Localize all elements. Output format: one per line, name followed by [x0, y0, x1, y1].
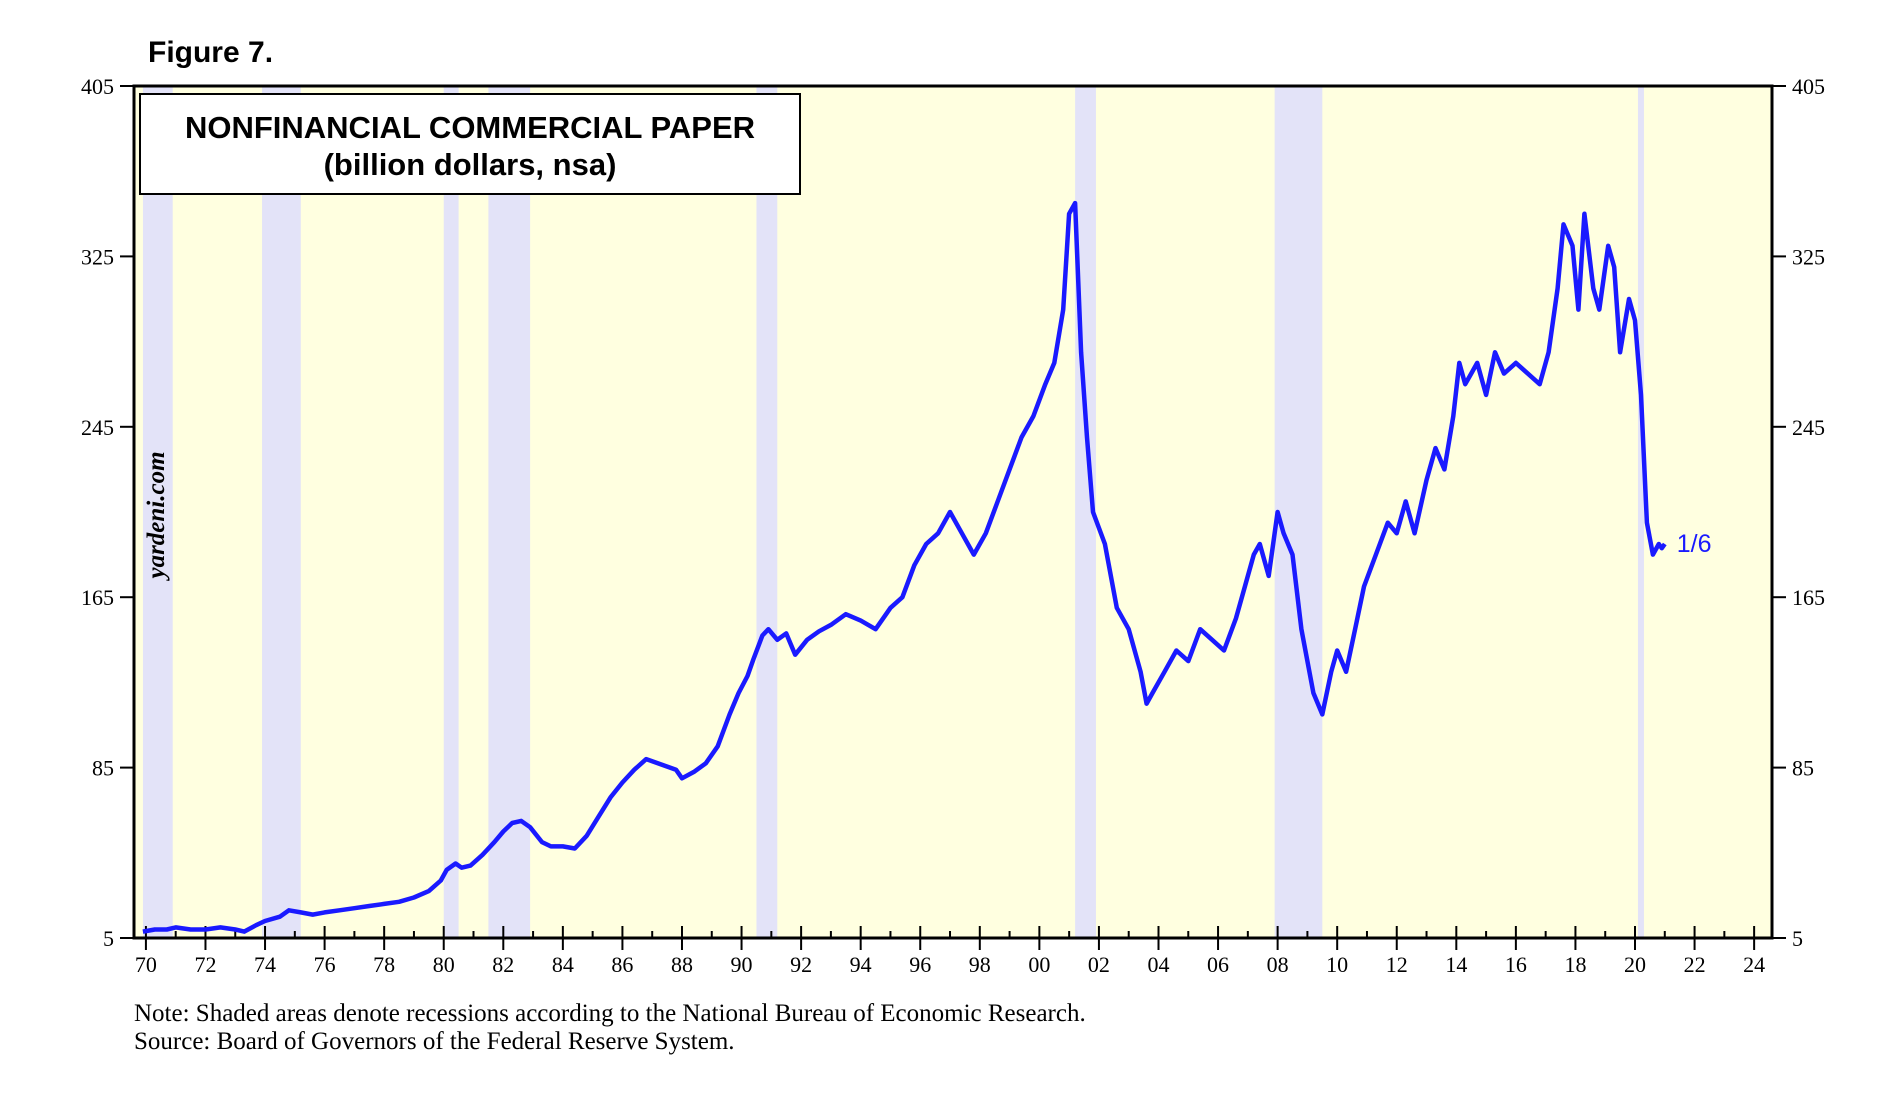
y-tick-label-left: 325	[81, 244, 114, 269]
x-tick-label: 96	[909, 952, 931, 977]
x-tick-label: 00	[1028, 952, 1050, 977]
x-tick-label: 08	[1267, 952, 1289, 977]
watermark-yardeni: yardeni.com	[143, 451, 170, 581]
x-tick-label: 14	[1445, 952, 1467, 977]
recession-band-7	[1274, 86, 1323, 938]
y-tick-label-right: 405	[1792, 74, 1825, 99]
recession-band-2	[262, 86, 301, 938]
x-tick-label: 90	[731, 952, 753, 977]
y-tick-label-right: 165	[1792, 585, 1825, 610]
x-axis-labels: 70 72 74 76 78 80 82 84 86 88 90 92 94 96 98 00 02 04 06 08…	[135, 952, 1765, 977]
x-tick-label: 18	[1564, 952, 1586, 977]
x-tick-label: 92	[790, 952, 812, 977]
y-tick-label-left: 405	[81, 74, 114, 99]
footnote-block: Note: Shaded areas denote recessions acc…	[134, 1000, 1086, 1056]
y-tick-label-left: 165	[81, 585, 114, 610]
x-tick-label: 70	[135, 952, 157, 977]
x-tick-label: 86	[611, 952, 633, 977]
x-tick-label: 10	[1326, 952, 1348, 977]
y-axis-right-labels: 5 85 165 245 325 405	[1792, 74, 1825, 951]
chart-title: NONFINANCIAL COMMERCIAL PAPER	[185, 110, 755, 145]
recession-band-8	[1637, 86, 1644, 938]
x-tick-label: 88	[671, 952, 693, 977]
title-box: NONFINANCIAL COMMERCIAL PAPER (billion d…	[139, 93, 801, 195]
x-tick-label: 82	[492, 952, 514, 977]
y-tick-label-right: 325	[1792, 244, 1825, 269]
series-line-nonfinancial-commercial-paper	[142, 200, 1667, 934]
y-tick-label-right: 245	[1792, 415, 1825, 440]
x-tick-label: 74	[254, 952, 276, 977]
end-value-annotation: 1/6	[1677, 530, 1712, 558]
x-tick-label: 16	[1505, 952, 1527, 977]
recession-band-3	[443, 86, 459, 938]
note-text: Note: Shaded areas denote recessions acc…	[134, 1000, 1086, 1027]
x-tick-label: 84	[552, 952, 574, 977]
chart-subtitle: (billion dollars, nsa)	[324, 147, 617, 182]
figure-label: Figure 7.	[148, 36, 274, 69]
x-tick-label: 12	[1386, 952, 1408, 977]
x-tick-label: 98	[969, 952, 991, 977]
x-tick-label: 24	[1743, 952, 1765, 977]
x-tick-label: 04	[1147, 952, 1169, 977]
recession-band-5	[756, 86, 778, 938]
y-tick-label-right: 85	[1792, 756, 1814, 781]
x-tick-label: 76	[314, 952, 336, 977]
x-tick-label: 06	[1207, 952, 1229, 977]
plot-frame	[132, 84, 1774, 940]
y-tick-label-left: 245	[81, 415, 114, 440]
axis-ticks	[120, 85, 1786, 950]
y-tick-label-left: 5	[103, 926, 114, 951]
x-tick-label: 94	[850, 952, 872, 977]
plot-background	[134, 86, 1772, 938]
y-tick-label-left: 85	[92, 756, 114, 781]
recession-band-4	[488, 86, 531, 938]
source-text: Source: Board of Governors of the Federa…	[134, 1028, 735, 1055]
x-tick-label: 78	[373, 952, 395, 977]
x-tick-label: 20	[1624, 952, 1646, 977]
x-tick-label: 22	[1684, 952, 1706, 977]
x-tick-label: 72	[194, 952, 216, 977]
x-tick-label: 02	[1088, 952, 1110, 977]
x-tick-label: 80	[433, 952, 455, 977]
y-tick-label-right: 5	[1792, 926, 1803, 951]
recession-band-1	[142, 86, 173, 938]
y-axis-left-labels: 5 85 165 245 325 405	[81, 74, 114, 951]
